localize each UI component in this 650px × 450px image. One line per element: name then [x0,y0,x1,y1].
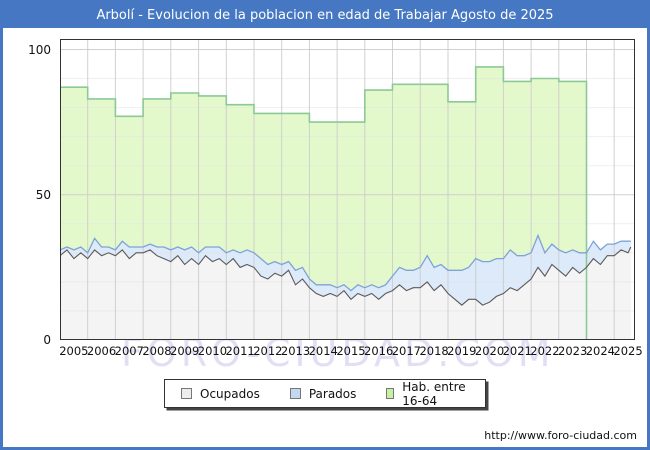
x-tick-label: 2016 [364,344,394,358]
line-parados [59,233,631,292]
area-ocupados [60,247,631,340]
x-tick-label: 2012 [253,344,283,358]
x-tick-label: 2006 [86,344,117,358]
y-tick-label: 100 [28,42,51,57]
plot-border [60,39,635,340]
x-tick-label: 2009 [170,344,200,358]
chart-title-bar: Arbolí - Evolucion de la poblacion en ed… [3,3,647,28]
population-area-chart [59,39,635,341]
chart-title: Arbolí - Evolucion de la poblacion en ed… [96,8,554,23]
legend-item-parados: Parados [289,386,357,401]
x-tick-label: 2005 [59,344,89,358]
x-tick-label: 2023 [558,344,588,358]
x-tick-label: 2008 [142,344,172,358]
line-ocupados [59,246,632,306]
foro-ciudad-link[interactable]: http://www.foro-ciudad.com [484,429,637,442]
ocupados-swatch-icon [181,388,192,399]
legend-label-hab-16-64: Hab. entre 16-64 [402,379,466,408]
x-tick-label: 2017 [391,344,422,358]
x-tick-label: 2007 [114,344,144,358]
legend-item-ocupados: Ocupados [181,387,260,401]
legend-label-ocupados: Ocupados [200,386,260,401]
chart-plot-area [59,39,635,341]
hab-16-64-swatch-icon [386,388,395,399]
legend-item-hab-16-64: Hab. entre 16-64 [386,380,469,408]
x-tick-label: 2021 [502,344,532,358]
y-tick-label: 0 [43,333,51,347]
x-tick-label: 2014 [308,344,338,358]
x-tick-label: 2015 [336,344,366,358]
legend-label-parados: Parados [308,386,357,401]
chart-legend: Ocupados Parados Hab. entre 16-64 [164,379,486,408]
x-tick-label: 2018 [419,344,449,358]
x-tick-label: 2011 [225,344,255,358]
x-tick-label: 2022 [530,344,560,358]
x-tick-label: 2020 [474,344,505,358]
y-tick-label: 50 [35,187,51,202]
x-tick-label: 2025 [613,344,643,358]
x-tick-label: 2019 [447,344,477,358]
parados-swatch-icon [289,388,301,399]
x-tick-label: 2024 [585,344,615,358]
x-tick-label: 2013 [280,344,311,358]
x-tick-label: 2010 [197,344,228,358]
line-hab-16-64 [60,66,588,340]
